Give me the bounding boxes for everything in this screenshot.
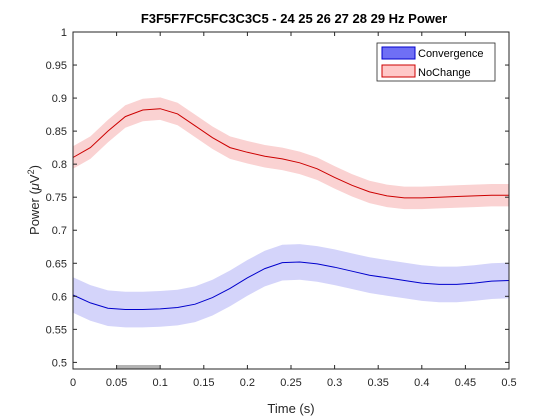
time-window-marker <box>116 365 161 370</box>
time-window-bar <box>116 365 161 370</box>
y-tick-label: 0.95 <box>46 60 67 72</box>
x-tick-label: 0.45 <box>455 377 476 389</box>
legend-swatch-convergence <box>381 46 416 60</box>
y-axis-label-unit: V <box>27 174 42 183</box>
x-tick-label: 0.15 <box>193 377 214 389</box>
y-tick-label: 0.55 <box>46 324 67 336</box>
x-tick-label: 0.4 <box>414 377 429 389</box>
y-axis-label-main: Power ( <box>27 190 42 235</box>
x-axis-ticks: 0 0.05 0.1 0.15 0.2 0.25 0.3 0.35 0.4 0.45 0.5 <box>70 32 517 389</box>
y-tick-label: 0.8 <box>52 159 67 171</box>
x-tick-label: 0.3 <box>327 377 342 389</box>
y-tick-label: 0.7 <box>52 225 67 237</box>
y-tick-label: 1 <box>61 27 67 39</box>
y-tick-label: 0.75 <box>46 192 67 204</box>
y-axis-label-superscript: 2 <box>26 169 36 174</box>
confidence-band-nochange <box>73 97 509 210</box>
y-axis-label-mu: μ <box>27 183 42 191</box>
x-tick-label: 0 <box>70 377 76 389</box>
x-tick-label: 0.2 <box>240 377 255 389</box>
y-tick-label: 0.6 <box>52 291 67 303</box>
series-line-convergence <box>72 261 510 310</box>
series-line-nochange <box>72 108 509 199</box>
legend: Convergence NoChange <box>376 42 496 82</box>
y-tick-label: 0.5 <box>52 357 67 369</box>
legend-swatch-nochange <box>381 64 416 78</box>
x-axis-label: Time (s) <box>267 401 314 416</box>
legend-label-convergence: Convergence <box>418 48 483 60</box>
x-tick-label: 0.5 <box>501 377 516 389</box>
x-tick-label: 0.05 <box>106 377 127 389</box>
y-axis-ticks: 0.5 0.55 0.6 0.65 0.7 0.75 0.8 0.85 0.9 0.95 1 <box>46 27 509 369</box>
legend-label-nochange: NoChange <box>418 67 471 79</box>
series-lines <box>72 108 510 310</box>
y-tick-label: 0.85 <box>46 126 67 138</box>
y-axis-label: Power (μV2) <box>26 165 42 235</box>
y-tick-label: 0.9 <box>52 93 67 105</box>
chart-title: F3F5F7FC5FC3C3C5 - 24 25 26 27 28 29 Hz … <box>141 11 447 26</box>
x-tick-label: 0.1 <box>153 377 168 389</box>
x-tick-label: 0.25 <box>280 377 301 389</box>
y-axis-label-close: ) <box>27 165 42 169</box>
x-tick-label: 0.35 <box>367 377 388 389</box>
y-tick-label: 0.65 <box>46 258 67 270</box>
